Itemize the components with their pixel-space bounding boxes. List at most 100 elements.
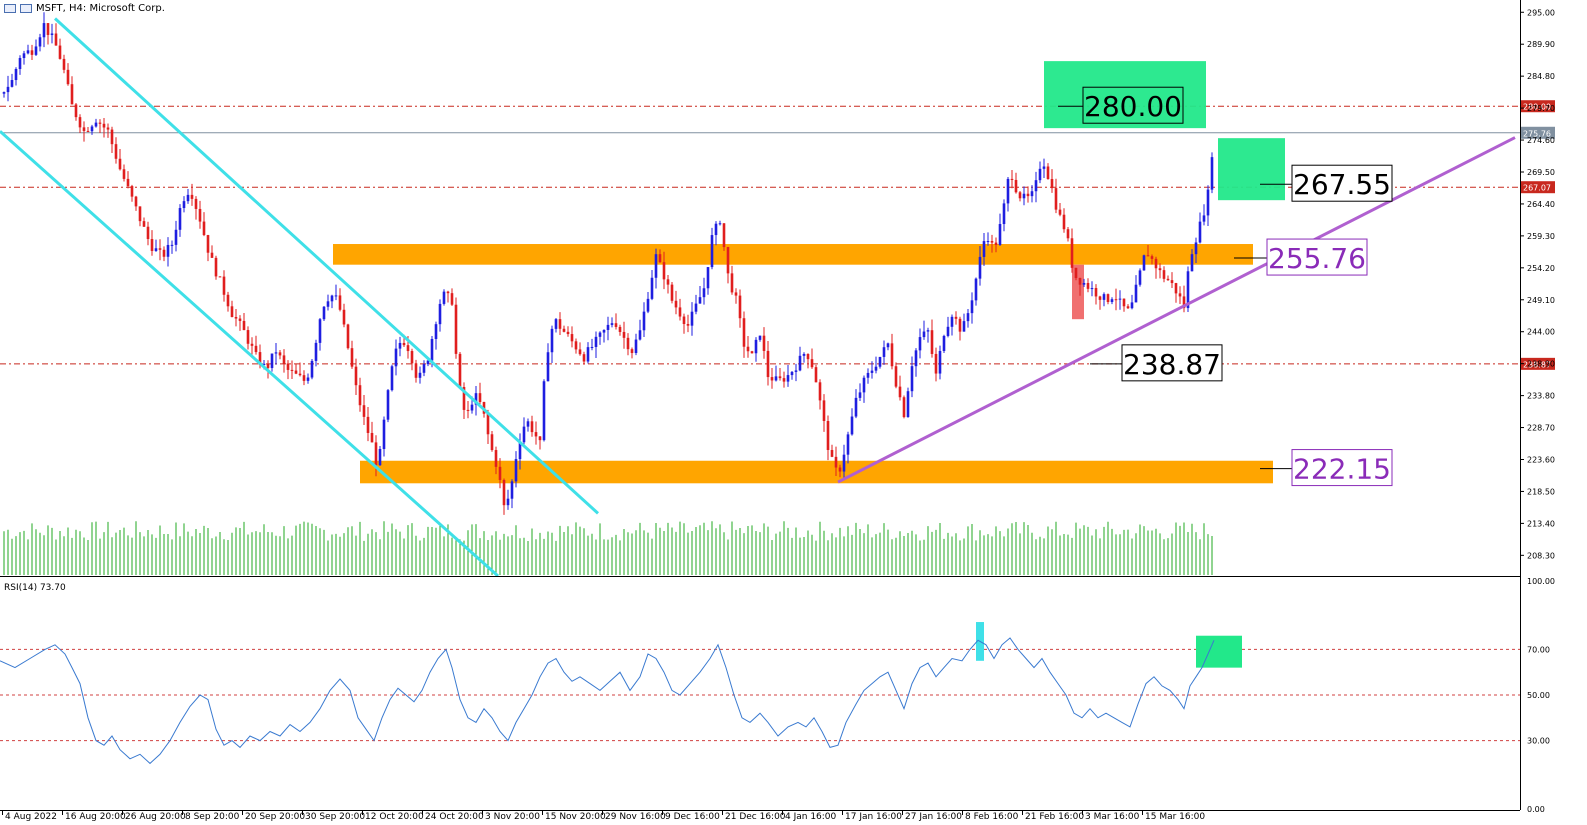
candle-body — [670, 284, 674, 301]
candle-body — [1194, 242, 1198, 255]
candle — [134, 195, 138, 211]
time-tick-label: 8 Sep 20:00 — [185, 812, 240, 821]
candle-body — [222, 276, 226, 295]
candle — [1190, 249, 1194, 272]
candle-body — [994, 242, 998, 245]
candle-body — [1094, 288, 1098, 297]
candle-body — [950, 316, 954, 327]
candle-body — [694, 303, 698, 312]
candle-body — [594, 336, 598, 347]
candle — [34, 39, 38, 56]
candle-body — [998, 224, 1002, 245]
symbol-list-icon — [20, 4, 32, 13]
candle-body — [910, 366, 914, 392]
candle-body — [254, 345, 258, 353]
candle-body — [790, 371, 794, 376]
candle-body — [422, 364, 426, 373]
candle — [190, 183, 194, 206]
candle-body — [1070, 238, 1074, 268]
candle — [1102, 292, 1106, 307]
candle — [950, 314, 954, 336]
candle — [538, 436, 542, 450]
candle-body — [338, 295, 342, 310]
candle-body — [310, 360, 314, 378]
annotation-box — [1291, 449, 1393, 487]
candle-body — [750, 351, 754, 354]
candle — [778, 367, 782, 381]
candle-body — [218, 276, 222, 278]
candle — [234, 309, 238, 327]
candle — [10, 73, 14, 88]
rsi-tick-label: 70.00 — [1527, 645, 1550, 654]
price-tick-label: 254.20 — [1527, 264, 1555, 273]
candle — [210, 245, 214, 258]
candle — [714, 221, 718, 246]
candle — [810, 348, 814, 369]
candle — [898, 375, 902, 401]
price-tick-label: 218.50 — [1527, 487, 1555, 496]
candle-body — [514, 459, 518, 482]
price-tick-label: 213.40 — [1527, 519, 1555, 528]
candle — [578, 342, 582, 356]
candle-body — [1106, 294, 1110, 302]
candle — [18, 55, 22, 75]
candle-body — [1122, 298, 1126, 307]
candle-body — [762, 335, 766, 351]
candle — [742, 311, 746, 358]
time-tick-label: 4 Aug 2022 — [5, 812, 57, 821]
candle-body — [890, 343, 894, 367]
candle — [78, 114, 82, 133]
candle — [30, 44, 34, 61]
candle-body — [1210, 157, 1214, 190]
candle — [826, 415, 830, 461]
candle-body — [842, 454, 846, 472]
candle — [2, 91, 6, 98]
candle — [82, 121, 86, 142]
candle — [1154, 256, 1158, 279]
candle — [1122, 298, 1126, 312]
candle — [158, 239, 162, 261]
candle — [710, 227, 714, 270]
candle — [6, 75, 10, 102]
annotation-text: 222.15 — [1293, 453, 1391, 486]
candle — [938, 345, 942, 380]
candle — [1150, 254, 1154, 265]
price-tick-label: 284.80 — [1527, 72, 1555, 81]
candle-body — [114, 144, 118, 159]
candle — [314, 339, 318, 367]
candle-body — [290, 369, 294, 371]
price-tick-label: 279.70 — [1527, 104, 1555, 113]
candle-body — [486, 413, 490, 435]
candle — [970, 292, 974, 324]
candle-body — [1162, 270, 1166, 279]
candle-body — [358, 385, 362, 406]
candle — [334, 284, 338, 301]
candle-body — [538, 436, 542, 441]
candle — [1126, 304, 1130, 310]
candle — [1078, 277, 1082, 296]
candle — [630, 347, 634, 359]
time-tick-label: 8 Feb 16:00 — [965, 812, 1019, 821]
candle — [1202, 204, 1206, 226]
candle — [886, 342, 890, 351]
candle-body — [902, 397, 906, 418]
annotation-267.55: 267.55 — [1260, 164, 1393, 202]
candle — [730, 265, 734, 295]
candle — [998, 213, 1002, 246]
candle — [238, 315, 242, 331]
candle — [570, 326, 574, 348]
candle-body — [1050, 179, 1054, 189]
candle — [626, 333, 630, 356]
candle-body — [906, 391, 910, 418]
candle — [1178, 286, 1182, 305]
candle — [942, 334, 946, 354]
candle — [286, 360, 290, 380]
candle — [1142, 254, 1146, 271]
candle-body — [30, 50, 34, 55]
candle — [726, 246, 730, 284]
candle — [322, 305, 326, 322]
candle — [606, 316, 610, 341]
price-tick-label: 295.00 — [1527, 8, 1555, 17]
candle-body — [830, 449, 834, 457]
